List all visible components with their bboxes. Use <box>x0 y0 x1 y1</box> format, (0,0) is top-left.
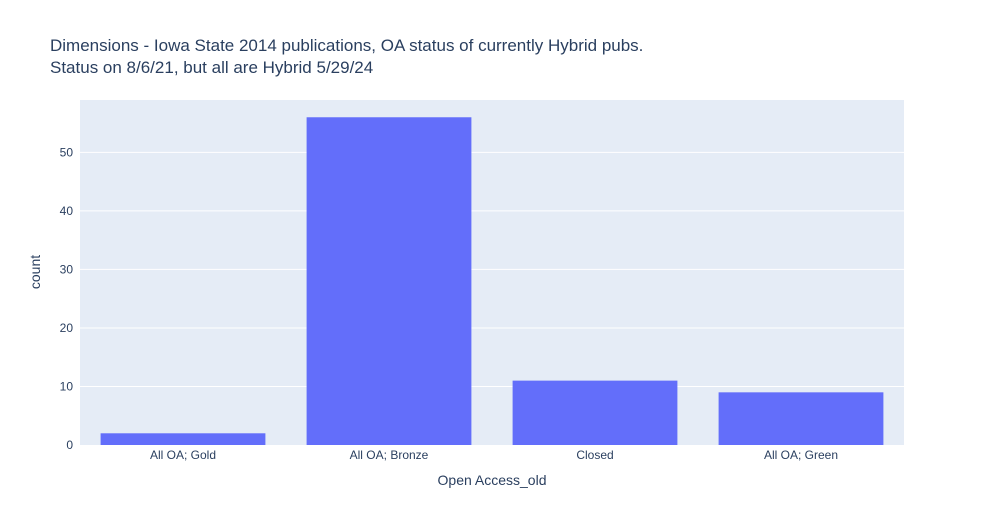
bar[interactable] <box>306 117 472 445</box>
bars <box>100 117 884 445</box>
y-axis-title: count <box>27 255 43 289</box>
gridlines <box>80 151 904 387</box>
y-tick-label: 20 <box>60 321 74 335</box>
y-tick-label: 10 <box>60 379 74 393</box>
x-axis-ticks: All OA; Gold All OA; Bronze Closed All OA; … <box>150 448 838 462</box>
x-axis-title: Open Access_old <box>438 472 547 488</box>
y-axis-ticks: 0 10 20 30 40 50 <box>60 145 74 452</box>
bar[interactable] <box>512 380 678 445</box>
x-tick-label: All OA; Bronze <box>350 448 429 462</box>
y-tick-label: 50 <box>60 145 74 159</box>
x-tick-label: All OA; Gold <box>150 448 216 462</box>
y-tick-label: 30 <box>60 262 74 276</box>
y-tick-label: 0 <box>66 438 73 452</box>
x-tick-label: Closed <box>576 448 613 462</box>
chart-title-line-1: Dimensions - Iowa State 2014 publication… <box>50 36 643 55</box>
plot-area <box>80 100 904 445</box>
chart-title-line-2: Status on 8/6/21, but all are Hybrid 5/2… <box>50 58 373 77</box>
x-tick-label: All OA; Green <box>764 448 838 462</box>
bar[interactable] <box>100 433 266 445</box>
y-tick-label: 40 <box>60 204 74 218</box>
bar[interactable] <box>718 392 884 445</box>
